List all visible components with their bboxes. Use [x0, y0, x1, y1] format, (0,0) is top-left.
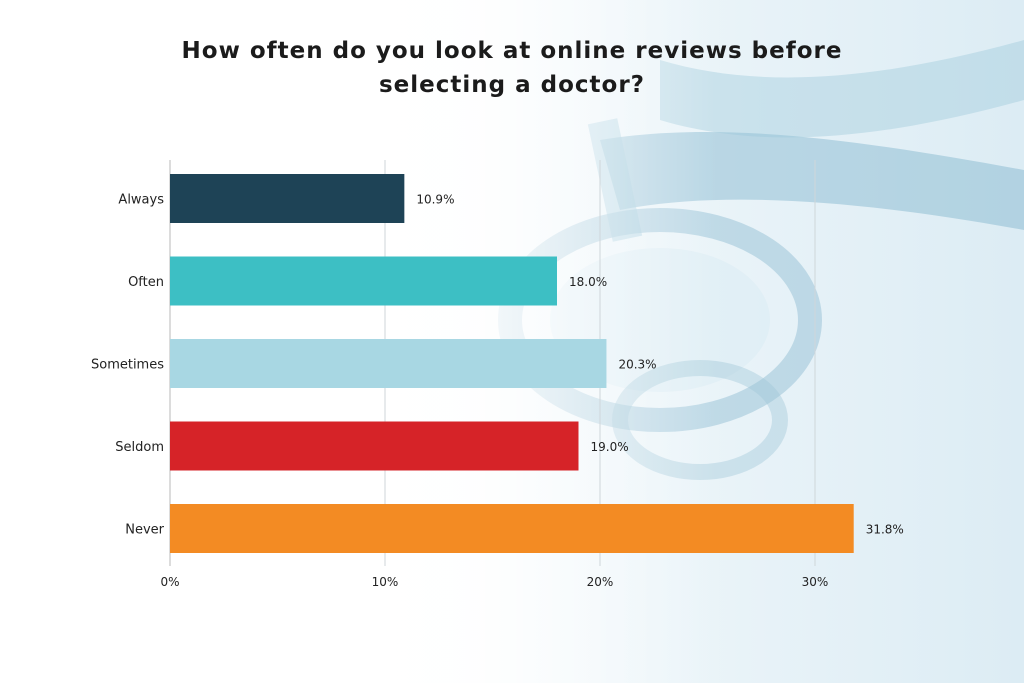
value-label-often: 18.0% — [569, 275, 607, 289]
value-label-sometimes: 20.3% — [618, 358, 656, 372]
category-label-sometimes: Sometimes — [91, 358, 164, 373]
bar-often — [170, 256, 557, 306]
x-axis-tick-labels: 0% 10% 20% 30% — [160, 575, 828, 589]
value-label-seldom: 19.0% — [591, 440, 629, 454]
bar-sometimes — [170, 339, 607, 388]
bars — [170, 174, 854, 553]
category-labels: Always Often Sometimes Seldom Never — [91, 193, 165, 538]
chart-title-line-1: How often do you look at online reviews … — [181, 38, 843, 64]
bar-seldom — [170, 421, 579, 471]
category-label-always: Always — [118, 193, 164, 208]
category-label-seldom: Seldom — [115, 440, 164, 455]
bar-never — [170, 504, 854, 553]
value-label-always: 10.9% — [416, 193, 454, 207]
x-tick-label: 0% — [160, 575, 179, 589]
value-label-never: 31.8% — [866, 523, 904, 537]
value-labels: 10.9% 18.0% 20.3% 19.0% 31.8% — [416, 193, 903, 537]
category-label-often: Often — [128, 275, 164, 290]
x-tick-label: 20% — [587, 575, 614, 589]
category-label-never: Never — [125, 523, 164, 538]
chart-title-line-2: selecting a doctor? — [378, 72, 646, 98]
x-tick-label: 10% — [372, 575, 399, 589]
x-tick-label: 30% — [802, 575, 829, 589]
bar-always — [170, 174, 405, 223]
